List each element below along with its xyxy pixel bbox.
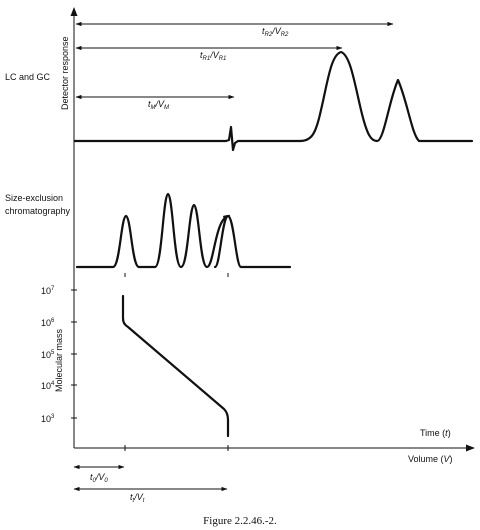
- tr2-label: tR2/VR2: [262, 26, 289, 38]
- t0-label: t0/V0: [90, 472, 108, 484]
- sec-label-line2: chromatography: [5, 206, 71, 216]
- horizontal-axis-arrowhead: [466, 444, 475, 452]
- time-axis-label: Time (t): [420, 428, 451, 438]
- molecular-mass-label: Molecular mass: [54, 328, 64, 392]
- mass-tick-label: 106: [41, 318, 55, 328]
- tt-label: tt/Vt: [130, 492, 145, 504]
- lc-gc-label: LC and GC: [5, 72, 51, 82]
- figure-caption: Figure 2.2.46.-2.: [203, 515, 277, 527]
- tm-label: tM/VM: [148, 99, 169, 111]
- mass-tick-labels: 107 106 105 104 103: [41, 286, 77, 424]
- mass-tick-label: 105: [41, 350, 55, 360]
- mass-tick-label: 103: [41, 414, 55, 424]
- sec-label-line1: Size-exclusion: [5, 193, 63, 203]
- detector-response-label: Detector response: [60, 36, 70, 110]
- mass-tick-label: 104: [41, 381, 55, 391]
- tr1-label: tR1/VR1: [200, 50, 226, 62]
- mass-tick-label: 107: [41, 286, 55, 296]
- calibration-curve: [121, 294, 230, 438]
- sec-chromatogram: [75, 192, 292, 269]
- volume-axis-label: Volume (V): [408, 454, 453, 464]
- lc-gc-chromatogram: [73, 50, 474, 152]
- vertical-axis-arrowhead: [70, 7, 78, 16]
